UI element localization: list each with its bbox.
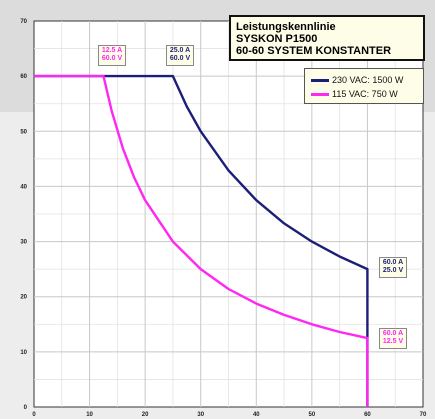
annotation-magenta-end-current: 60.0 A — [382, 330, 404, 337]
annotation-magenta-corner-voltage: 60.0 V — [101, 55, 123, 62]
annotation-navy-end-current: 60.0 A — [382, 259, 404, 266]
y-tick-label: 40 — [20, 184, 27, 190]
y-tick-label: 0 — [24, 405, 28, 411]
annotation-magenta-end: 60.0 A 12.5 V — [379, 328, 407, 349]
x-tick-label: 40 — [253, 412, 260, 418]
annotation-magenta-end-voltage: 12.5 V — [382, 338, 404, 345]
chart-title-box: Leistungskennlinie SYSKON P1500 60-60 SY… — [229, 15, 425, 61]
x-tick-label: 30 — [197, 412, 204, 418]
series-line-115vac — [34, 74, 369, 407]
x-tick-label: 20 — [142, 412, 149, 418]
legend-swatch-230vac — [311, 78, 329, 82]
chart-title-line-3: 60-60 SYSTEM KONSTANTER — [236, 45, 392, 57]
legend-entry-230vac: 230 VAC: 1500 W — [311, 74, 403, 86]
chart-title-line-2: SYSKON P1500 — [236, 33, 318, 45]
tick-labels: 0 10 20 30 40 50 60 70 0 10 20 30 40 50 60 70 — [20, 19, 427, 418]
x-tick-label: 60 — [364, 412, 371, 418]
annotation-navy-corner-current: 25.0 A — [169, 47, 191, 54]
annotation-navy-corner: 25.0 A 60.0 V — [166, 45, 194, 66]
y-tick-label: 70 — [20, 19, 27, 25]
annotation-magenta-corner-current: 12.5 A — [101, 47, 123, 54]
annotation-navy-corner-voltage: 60.0 V — [169, 55, 191, 62]
legend-label-115vac: 115 VAC: 750 W — [332, 89, 398, 99]
x-tick-label: 10 — [86, 412, 93, 418]
annotation-navy-end: 60.0 A 25.0 V — [379, 257, 407, 278]
legend-label-230vac: 230 VAC: 1500 W — [332, 75, 404, 85]
x-tick-label: 70 — [420, 412, 427, 418]
legend-entry-115vac: 115 VAC: 750 W — [311, 88, 398, 100]
y-tick-label: 20 — [20, 295, 27, 301]
legend: 230 VAC: 1500 W 115 VAC: 750 W — [304, 68, 424, 104]
y-tick-label: 10 — [20, 350, 27, 356]
y-tick-label: 30 — [20, 240, 27, 246]
y-tick-label: 50 — [20, 129, 27, 135]
annotation-navy-end-voltage: 25.0 V — [382, 267, 404, 274]
series-line-230vac — [34, 74, 369, 407]
x-tick-label: 50 — [309, 412, 316, 418]
series-lines — [34, 74, 369, 407]
y-tick-label: 60 — [20, 74, 27, 80]
annotation-magenta-corner: 12.5 A 60.0 V — [98, 45, 126, 66]
legend-swatch-115vac — [311, 92, 329, 96]
x-tick-label: 0 — [32, 412, 36, 418]
chart-title-line-1: Leistungskennlinie — [236, 21, 336, 33]
